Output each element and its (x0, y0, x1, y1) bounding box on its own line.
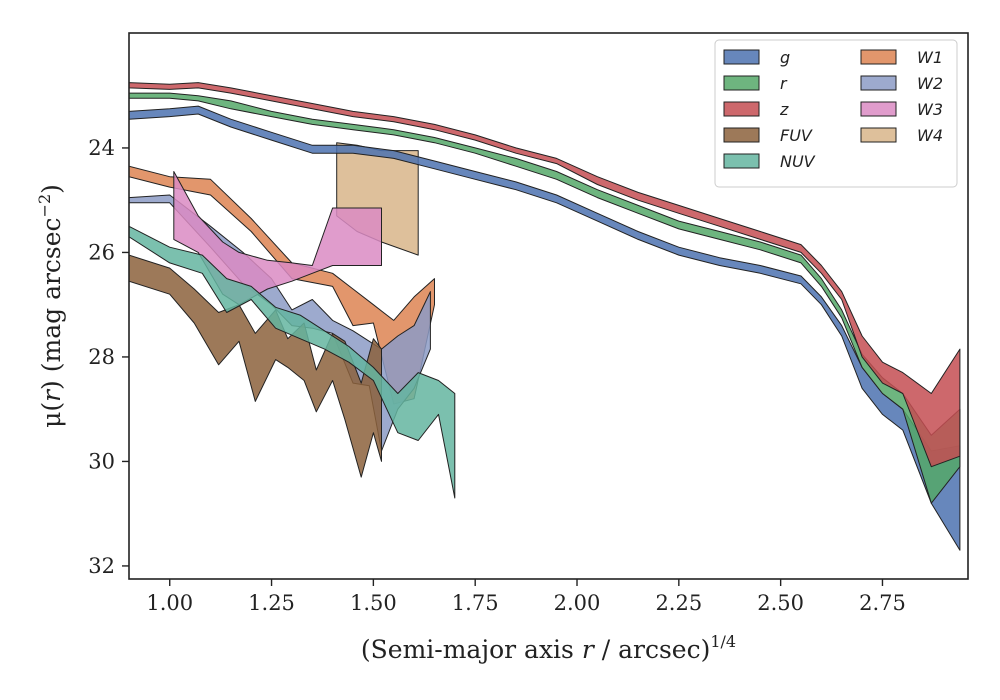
band-nuv (129, 225, 456, 499)
band-r (129, 92, 961, 504)
legend-label-nuv: NUV (780, 152, 816, 171)
legend-label-r: r (780, 74, 788, 93)
legend-swatch-g (723, 49, 760, 65)
legend-label-w3: W3 (917, 100, 943, 119)
band-fuv (129, 254, 382, 478)
y-tick-label: 32 (88, 554, 115, 578)
x-tick-label: 1.50 (350, 591, 397, 615)
legend-swatch-fuv (723, 127, 760, 143)
legend-swatch-w1 (860, 49, 897, 65)
x-tick-label: 2.50 (757, 591, 804, 615)
legend-swatch-w4 (860, 127, 897, 143)
x-tick-label: 2.00 (554, 591, 601, 615)
x-axis-title: (Semi-major axis r / arcsec)1/4 (361, 632, 736, 664)
x-axis: 1.00 1.25 1.50 1.75 2.00 2.25 2.50 2.75 (146, 579, 906, 615)
legend-label-fuv: FUV (780, 126, 813, 145)
y-tick-label: 24 (88, 136, 115, 160)
legend-swatch-r (723, 75, 760, 91)
band-g (129, 105, 961, 551)
x-tick-label: 1.25 (248, 591, 295, 615)
legend-swatch-z (723, 101, 760, 117)
band-z (129, 82, 961, 468)
legend-label-w4: W4 (917, 126, 943, 145)
x-tick-label: 2.75 (859, 591, 906, 615)
legend-swatch-w2 (860, 75, 897, 91)
x-tick-label: 2.25 (655, 591, 702, 615)
y-axis-title: μ(r) (mag arcsec−2) (35, 184, 66, 428)
x-tick-label: 1.00 (146, 591, 193, 615)
legend-label-z: z (779, 100, 789, 119)
legend-label-w1: W1 (917, 48, 943, 67)
y-tick-label: 30 (88, 449, 115, 473)
legend-swatch-nuv (723, 153, 760, 169)
y-axis: 24 26 28 30 32 (88, 136, 129, 578)
y-tick-label: 28 (88, 345, 115, 369)
axis-titles: (Semi-major axis r / arcsec)1/4 μ(r) (mag… (35, 184, 736, 664)
legend-label-g: g (780, 48, 790, 67)
series-bands (129, 82, 961, 551)
y-tick-label: 26 (88, 240, 115, 264)
legend-swatch-w3 (860, 101, 897, 117)
x-tick-label: 1.75 (452, 591, 499, 615)
legend-label-w2: W2 (917, 74, 943, 93)
plot-frame (128, 32, 969, 580)
legend: grz FUV NUV W1 W2 W3 W4 (714, 39, 958, 188)
